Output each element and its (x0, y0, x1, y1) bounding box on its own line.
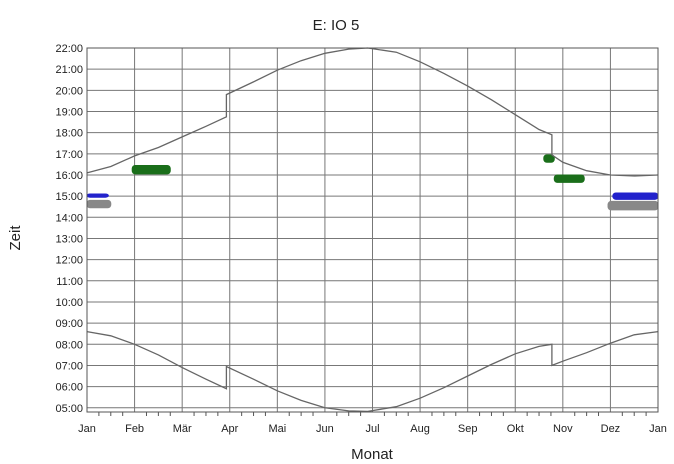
y-tick-label: 16:00 (55, 170, 83, 182)
series-line (86, 47, 659, 177)
y-tick-label: 18:00 (55, 128, 83, 140)
series-lines (86, 47, 659, 413)
y-tick-label: 22:00 (55, 43, 83, 55)
data-cluster (607, 200, 659, 211)
y-tick-label: 13:00 (55, 233, 83, 245)
data-cluster (543, 154, 555, 163)
x-tick-label: Aug (410, 423, 430, 435)
x-tick-label: Feb (125, 423, 144, 435)
data-cluster (612, 192, 659, 200)
x-tick-label: Jan (78, 423, 96, 435)
data-cluster (131, 164, 171, 175)
x-tick-label: Sep (458, 423, 478, 435)
data-cluster (86, 199, 112, 209)
x-tick-label: Dez (601, 423, 621, 435)
x-axis-label: Monat (351, 446, 394, 463)
y-axis-label: Zeit (7, 225, 24, 251)
y-tick-label: 19:00 (55, 106, 83, 118)
y-tick-label: 15:00 (55, 191, 83, 203)
plot-frame (86, 47, 659, 413)
x-tick-label: Apr (221, 423, 238, 435)
x-tick-label: Jun (316, 423, 334, 435)
chart-title: E: IO 5 (313, 17, 360, 34)
x-tick-label: Jan (649, 423, 667, 435)
series-line (86, 330, 659, 413)
y-tick-label: 11:00 (56, 276, 83, 288)
y-tick-label: 21:00 (55, 64, 83, 76)
x-axis-ticks: Jan Feb Mär Apr Mai Jun Jul Aug Sep Okt Nov Dez Jan (78, 412, 667, 435)
y-tick-label: 17:00 (55, 149, 83, 161)
y-tick-label: 06:00 (55, 382, 83, 394)
y-tick-label: 07:00 (55, 360, 83, 372)
y-axis-ticks: 05:00 06:00 07:00 08:00 09:00 10:00 11:00 12:00… (55, 43, 83, 415)
x-tick-label: Jul (365, 423, 379, 435)
x-tick-label: Mai (268, 423, 286, 435)
y-tick-label: 20:00 (55, 85, 83, 97)
y-tick-label: 12:00 (55, 255, 83, 267)
y-tick-label: 08:00 (55, 339, 83, 351)
y-tick-label: 14:00 (55, 212, 83, 224)
data-cluster (86, 193, 109, 198)
y-tick-label: 05:00 (55, 403, 83, 415)
data-cluster (553, 174, 585, 183)
x-tick-label: Mär (173, 423, 192, 435)
y-tick-label: 10:00 (55, 297, 83, 309)
x-tick-label: Okt (507, 423, 524, 435)
y-tick-label: 09:00 (55, 318, 83, 330)
x-tick-label: Nov (553, 423, 573, 435)
